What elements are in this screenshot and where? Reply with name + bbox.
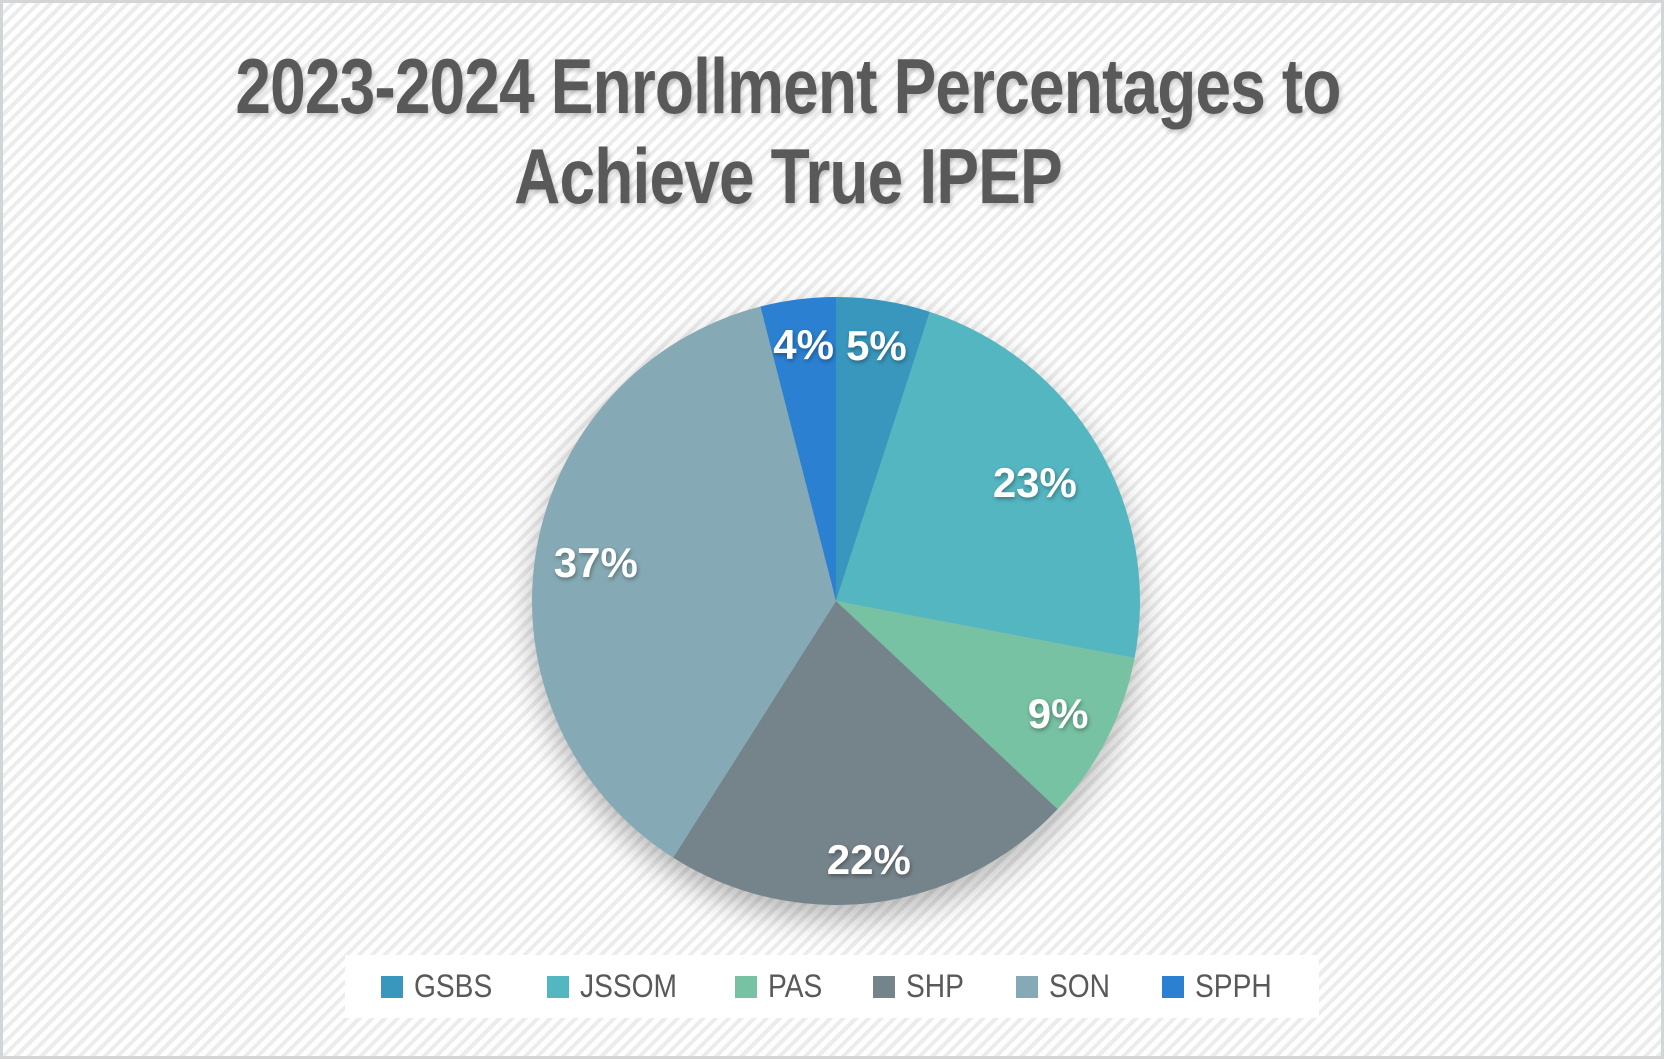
pie-slice-spph[interactable] (760, 297, 836, 601)
chart-legend: GSBS JSSOM PAS SHP SON SPPH (345, 955, 1319, 1018)
pie-slice-pas[interactable] (836, 601, 1135, 810)
legend-label: PAS (767, 968, 822, 1004)
pie-slice-gsbs[interactable] (836, 297, 930, 601)
legend-label: SHP (906, 968, 965, 1004)
legend-item-shp[interactable]: SHP (873, 968, 972, 1005)
legend-label: GSBS (414, 968, 493, 1004)
pie-slice-jssom[interactable] (836, 311, 1141, 658)
chart-legend-row: GSBS JSSOM PAS SHP SON SPPH (3, 955, 1661, 1018)
legend-label: JSSOM (580, 968, 678, 1004)
legend-label: SON (1049, 968, 1111, 1004)
legend-swatch-shp (873, 975, 896, 998)
legend-item-son[interactable]: SON (1016, 968, 1118, 1005)
legend-swatch-pas (734, 975, 757, 998)
pie-chart (531, 297, 1141, 906)
legend-item-spph[interactable]: SPPH (1162, 968, 1282, 1005)
legend-label: SPPH (1195, 968, 1273, 1004)
legend-swatch-spph (1162, 975, 1185, 998)
chart-title-line1: 2023-2024 Enrollment Percentages to (235, 42, 1341, 130)
legend-item-jssom[interactable]: JSSOM (547, 968, 690, 1005)
chart-title-line2: Achieve True IPEP (514, 132, 1063, 220)
legend-item-gsbs[interactable]: GSBS (381, 968, 503, 1005)
pie-slice-son[interactable] (531, 306, 836, 858)
chart-title: 2023-2024 Enrollment Percentages to Achi… (144, 41, 1431, 221)
legend-swatch-jssom (547, 975, 570, 998)
pie-slice-shp[interactable] (673, 601, 1058, 906)
legend-swatch-son (1016, 975, 1039, 998)
legend-swatch-gsbs (381, 975, 404, 998)
legend-item-pas[interactable]: PAS (734, 968, 830, 1005)
